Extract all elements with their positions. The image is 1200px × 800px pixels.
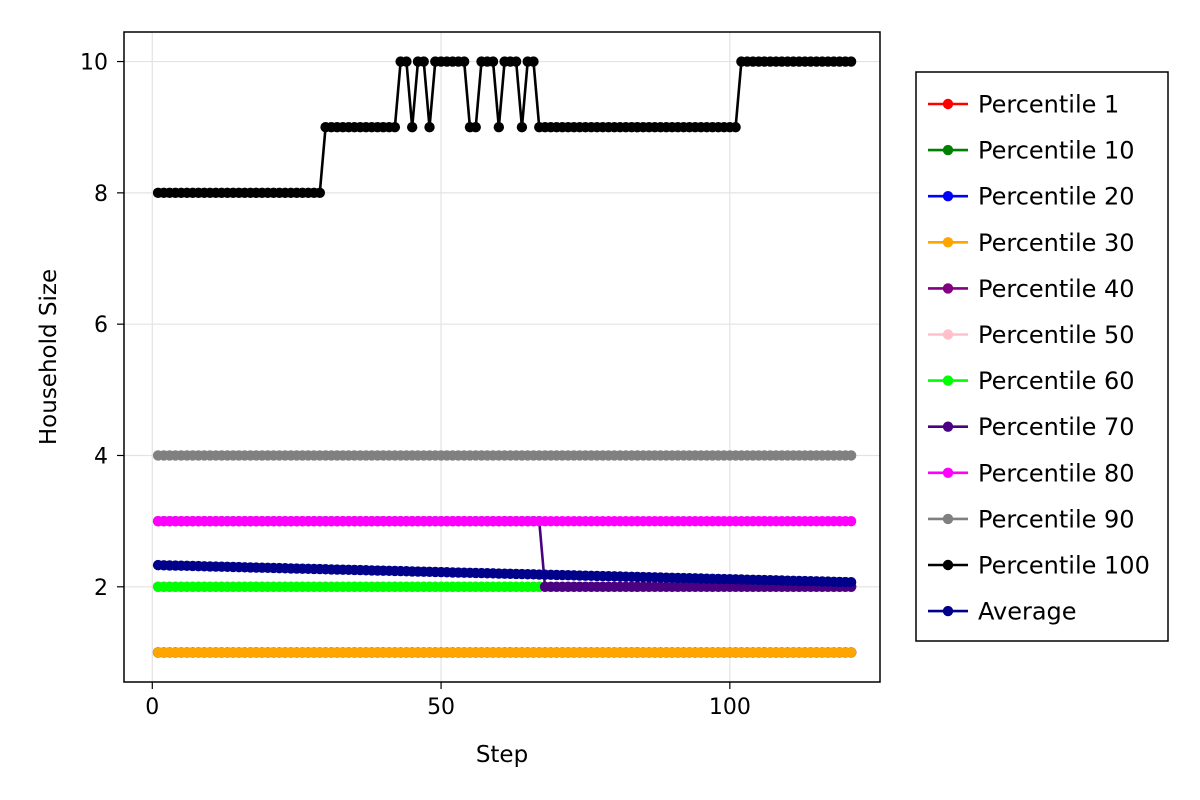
y-tick-label: 8 (94, 182, 108, 207)
data-point-percentile-100 (401, 56, 412, 67)
legend-item-percentile-90: Percentile 90 (928, 505, 1135, 533)
legend-label: Percentile 70 (978, 413, 1135, 441)
data-point-percentile-100 (389, 122, 401, 133)
y-tick-label: 6 (94, 313, 108, 338)
legend-item-percentile-80: Percentile 80 (928, 459, 1135, 487)
legend-item-percentile-20: Percentile 20 (928, 183, 1135, 211)
legend-label: Percentile 50 (978, 321, 1135, 349)
legend-swatch-marker (942, 421, 954, 432)
series-percentile-90 (152, 450, 857, 461)
data-point-percentile-100 (528, 56, 539, 67)
legend-item-percentile-40: Percentile 40 (928, 275, 1135, 303)
series-percentile-80 (152, 515, 857, 527)
legend-label: Percentile 30 (978, 229, 1135, 257)
legend-item-percentile-60: Percentile 60 (928, 367, 1135, 395)
y-axis: 2 4 6 8 10 (80, 51, 124, 601)
data-point-percentile-100 (510, 56, 522, 67)
legend-swatch-marker (942, 98, 954, 110)
legend: Percentile 1 Percentile 10 Percentile 20 Pe… (915, 71, 1169, 642)
data-point-percentile-100 (730, 122, 741, 133)
legend-swatch-marker (942, 559, 954, 571)
data-point-percentile-100 (516, 122, 528, 133)
plot-frame (123, 31, 881, 683)
legend-item-percentile-30: Percentile 30 (928, 229, 1135, 257)
y-tick-label: 10 (80, 51, 108, 76)
series-percentile-30 (152, 647, 857, 658)
y-axis-label: Household Size (36, 269, 62, 445)
x-axis: 0 50 100 (145, 682, 751, 720)
legend-swatch-marker (942, 237, 954, 248)
legend-item-percentile-50: Percentile 50 (928, 321, 1135, 349)
legend-label: Percentile 80 (978, 459, 1135, 487)
data-point-percentile-80 (845, 515, 857, 527)
legend-label: Percentile 1 (978, 91, 1119, 119)
legend-item-percentile-70: Percentile 70 (928, 413, 1135, 441)
series-average (152, 559, 857, 588)
legend-swatch-marker (942, 375, 954, 386)
legend-label: Average (978, 598, 1077, 626)
legend-label: Percentile 40 (978, 275, 1135, 303)
legend-swatch-marker (942, 283, 954, 294)
series-percentile-60 (152, 581, 545, 592)
legend-label: Percentile 20 (978, 183, 1135, 211)
legend-swatch-marker (942, 605, 954, 617)
data-point-percentile-100 (845, 56, 857, 67)
plot-area (152, 56, 857, 658)
legend-label: Percentile 100 (978, 552, 1150, 580)
data-point-percentile-100 (487, 56, 499, 67)
x-tick-label: 100 (709, 695, 751, 720)
legend-item-average: Average (928, 598, 1077, 626)
data-point-percentile-100 (470, 122, 481, 133)
data-point-percentile-100 (314, 187, 325, 199)
legend-item-percentile-1: Percentile 1 (928, 91, 1119, 119)
data-point-percentile-30 (845, 647, 857, 658)
x-tick-label: 0 (145, 695, 159, 720)
legend-label: Percentile 10 (978, 137, 1135, 165)
legend-swatch-marker (942, 467, 954, 478)
legend-label: Percentile 60 (978, 367, 1135, 395)
legend-swatch-marker (942, 513, 954, 525)
legend-frame (915, 71, 1169, 642)
legend-label: Percentile 90 (978, 505, 1135, 533)
x-tick-label: 50 (427, 695, 455, 720)
y-tick-label: 2 (94, 576, 108, 601)
x-axis-label: Step (476, 742, 528, 768)
data-point-percentile-100 (493, 122, 505, 133)
legend-item-percentile-100: Percentile 100 (928, 552, 1150, 580)
legend-swatch-marker (942, 144, 954, 156)
data-point-percentile-100 (424, 122, 435, 133)
data-point-percentile-100 (406, 122, 418, 133)
legend-swatch-marker (942, 191, 954, 202)
data-point-average (845, 577, 857, 588)
series-percentile-100 (152, 56, 857, 199)
data-point-percentile-90 (845, 450, 857, 461)
legend-swatch-marker (942, 329, 954, 340)
data-point-percentile-100 (458, 56, 470, 67)
y-tick-label: 4 (94, 444, 108, 469)
legend-item-percentile-10: Percentile 10 (928, 137, 1135, 165)
data-point-percentile-100 (418, 56, 429, 67)
